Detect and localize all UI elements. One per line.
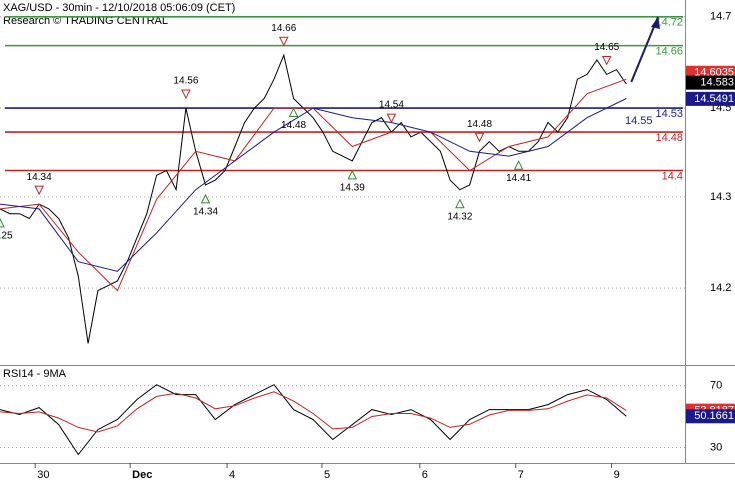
x-tick-label: 4 — [229, 469, 235, 480]
arrow-head — [651, 17, 660, 29]
pivot-label: 14.48 — [281, 120, 306, 131]
pivot-label: 14.66 — [271, 23, 296, 34]
pivot-label: 14.34 — [27, 172, 52, 183]
value-box-label: 14.5491 — [694, 93, 734, 105]
level-label: 14.4 — [662, 170, 683, 182]
pivot-label: 14.25 — [0, 231, 13, 242]
value-box-label: 50.1661 — [694, 410, 734, 422]
pivot-high-marker — [474, 132, 485, 143]
pivot-label: 14.34 — [193, 207, 218, 218]
series-line — [0, 391, 627, 433]
level-label: 14.48 — [655, 132, 683, 144]
pivot-high-marker — [601, 55, 612, 66]
x-tick-label: 9 — [614, 469, 620, 480]
x-tick-label: 6 — [422, 469, 428, 480]
value-box-label: 14.583 — [700, 77, 734, 89]
y-tick-label: 14.2 — [710, 282, 731, 294]
level-label: 14.53 — [655, 108, 683, 120]
y-tick-label: 70 — [710, 379, 722, 391]
y-tick-label: 14.7 — [710, 11, 731, 23]
x-tick-label: 30 — [37, 469, 49, 480]
pivot-label: 14.56 — [173, 76, 198, 87]
pivot-label: 14.41 — [506, 173, 531, 184]
pivot-high-marker — [181, 89, 191, 100]
x-tick-label: 7 — [518, 469, 524, 480]
pivot-label: 14.39 — [340, 183, 365, 194]
pivot-high-marker — [278, 36, 289, 47]
pivot-low-marker — [0, 217, 5, 228]
series-line — [0, 384, 627, 456]
series-line — [0, 53, 627, 344]
pivot-low-marker — [455, 198, 465, 209]
projection-label: 14.55 — [625, 115, 653, 127]
pivot-low-marker — [513, 160, 524, 170]
projection-arrow — [630, 16, 659, 83]
pivot-label: 14.32 — [447, 211, 472, 222]
level-label: 14.72 — [655, 17, 683, 29]
value-box — [686, 91, 735, 106]
y-tick-label: 30 — [710, 441, 722, 453]
pivot-low-marker — [347, 169, 358, 180]
y-tick-label: 14.3 — [710, 191, 731, 203]
series-line — [0, 98, 627, 272]
rsi-title: RSI14 - 9MA — [3, 368, 67, 380]
level-label: 14.66 — [655, 46, 683, 58]
chart-subtitle: Research © TRADING CENTRAL — [3, 15, 168, 27]
pivot-high-marker — [386, 113, 397, 124]
x-tick-label: 5 — [324, 469, 330, 480]
value-box — [686, 409, 735, 424]
pivot-label: 14.54 — [379, 100, 404, 111]
pivot-label: 14.48 — [467, 119, 492, 130]
pivot-low-marker — [288, 107, 299, 117]
pivot-high-marker — [34, 185, 44, 196]
pivot-low-marker — [200, 193, 211, 204]
x-tick-label: Dec — [132, 469, 152, 480]
chart-title: XAG/USD - 30min - 12/10/2018 05:06:09 (C… — [3, 2, 235, 14]
pivot-label: 14.65 — [594, 42, 619, 53]
value-box — [686, 75, 735, 90]
